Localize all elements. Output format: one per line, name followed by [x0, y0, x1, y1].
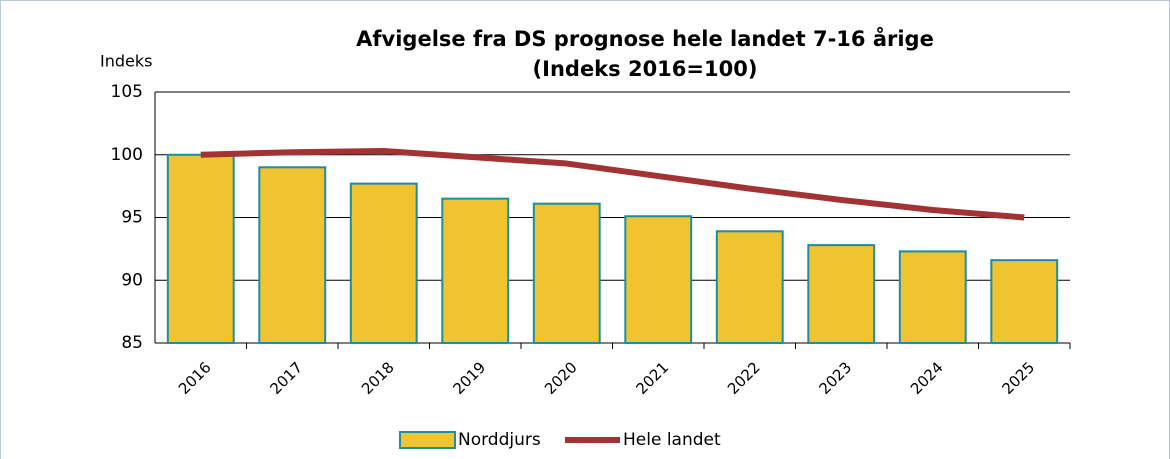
chart-subtitle: (Indeks 2016=100) [533, 57, 758, 81]
legend-label: Hele landet [623, 430, 721, 450]
bar [532, 202, 601, 344]
chart-title: Afvigelse fra DS prognose hele landet 7-… [356, 26, 934, 51]
y-tick-label: 90 [121, 270, 143, 290]
bar [898, 250, 967, 344]
legend-swatch [399, 431, 456, 449]
bar [166, 153, 235, 344]
bar [258, 166, 327, 344]
y-axis-label: Indeks [100, 52, 152, 71]
line [200, 147, 1025, 221]
bar [624, 215, 693, 344]
y-tick-label: 105 [111, 82, 143, 102]
y-tick-label: 85 [121, 333, 143, 353]
bar [349, 182, 418, 344]
bar [441, 197, 510, 344]
bar [807, 244, 876, 344]
y-tick-label: 100 [111, 145, 143, 165]
y-tick-label: 95 [121, 208, 143, 228]
legend-label: Norddjurs [458, 430, 541, 450]
bar [990, 259, 1059, 345]
bar [715, 230, 784, 344]
